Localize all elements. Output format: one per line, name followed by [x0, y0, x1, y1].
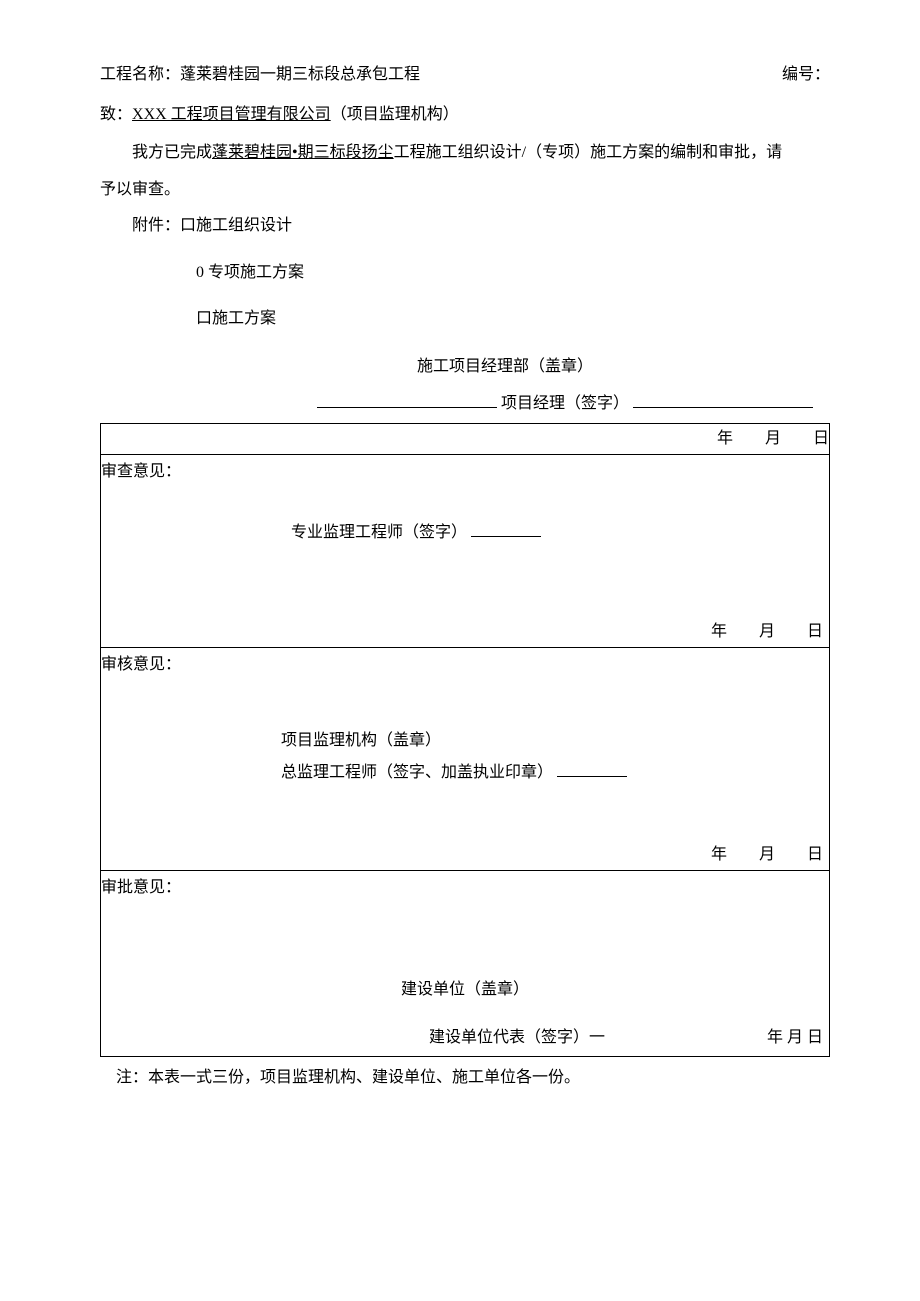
section-2: 审核意见： 项目监理机构（盖章） 总监理工程师（签字、加盖执业印章） 年 月 日 [101, 648, 830, 871]
year-label-2: 年 [711, 840, 727, 870]
section-2-block: 项目监理机构（盖章） 总监理工程师（签字、加盖执业印章） [281, 725, 829, 789]
date-row-1: 年 月 日 [101, 617, 829, 647]
serial-number: 编号： [782, 60, 830, 90]
contractor-sign-line: 项目经理（签字） [200, 389, 920, 419]
year-label-1: 年 [711, 617, 727, 647]
section-3-last-row: 建设单位代表（签字）一 年 月 日 [101, 1023, 829, 1055]
body-line-2: 予以审查。 [100, 175, 830, 205]
day-label-1: 日 [807, 617, 823, 647]
year-label: 年 [717, 424, 733, 454]
section-1-sign-label: 专业监理工程师（签字） [291, 524, 467, 541]
month-label-2: 月 [759, 840, 775, 870]
year-label-3: 年 [767, 1029, 783, 1046]
section-3-seal: 建设单位（盖章） [101, 974, 829, 1006]
project-name-label: 工程名称： [100, 66, 180, 83]
sign-blank-right [633, 407, 813, 408]
month-label-1: 月 [759, 617, 775, 647]
section-2-sign-blank [557, 776, 627, 777]
attach-label: 附件： [132, 217, 180, 234]
section-1-sign-blank [471, 536, 541, 537]
date-row-3: 年 月 日 [767, 1023, 823, 1053]
section-2-sign-label: 总监理工程师（签字、加盖执业印章） [281, 764, 553, 781]
addressee-prefix: 致： [100, 106, 132, 123]
addressee-company: XXX 工程项目管理有限公司 [132, 106, 331, 123]
addressee-line: 致：XXX 工程项目管理有限公司（项目监理机构） [100, 100, 830, 130]
section-2-sign: 总监理工程师（签字、加盖执业印章） [281, 757, 829, 789]
header-row: 工程名称：蓬莱碧桂园一期三标段总承包工程 编号： [100, 60, 830, 90]
day-label: 日 [813, 424, 829, 454]
document-page: 工程名称：蓬莱碧桂园一期三标段总承包工程 编号： 致：XXX 工程项目管理有限公… [0, 0, 920, 1133]
section-2-seal: 项目监理机构（盖章） [281, 725, 829, 757]
project-name-value: 蓬莱碧桂园一期三标段总承包工程 [180, 66, 420, 83]
section-1-title: 审查意见： [101, 457, 829, 487]
date-row-0: 年 月 日 [101, 424, 830, 455]
month-label: 月 [765, 424, 781, 454]
body-1b: 工程施工组织设计/（专项）施工方案的编制和审批，请 [394, 144, 782, 161]
section-1: 审查意见： 专业监理工程师（签字） 年 月 日 [101, 455, 830, 648]
section-1-sign: 专业监理工程师（签字） [291, 518, 829, 548]
sign-blank-left [317, 407, 497, 408]
body-1u: 蓬莱碧桂园•期三标段扬尘 [212, 144, 394, 161]
addressee-suffix: （项目监理机构） [331, 106, 459, 123]
attachment-line-2: 0 专项施工方案 [100, 258, 830, 288]
attachment-line-1: 附件：口施工组织设计 [100, 211, 830, 241]
contractor-seal: 施工项目经理部（盖章） [140, 352, 870, 382]
day-label-3: 日 [807, 1029, 823, 1046]
month-label-3: 月 [787, 1029, 803, 1046]
section-3: 审批意见： 建设单位（盖章） 建设单位代表（签字）一 年 月 日 [101, 871, 830, 1056]
serial-label: 编号： [782, 66, 830, 83]
section-3-title: 审批意见： [101, 873, 829, 903]
body-line-1: 我方已完成蓬莱碧桂园•期三标段扬尘工程施工组织设计/（专项）施工方案的编制和审批… [100, 137, 830, 169]
section-2-title: 审核意见： [101, 650, 829, 680]
contractor-sign-label: 项目经理（签字） [501, 395, 629, 412]
body-1a: 我方已完成 [132, 144, 212, 161]
section-3-sign: 建设单位代表（签字）一 [107, 1023, 767, 1053]
review-table: 年 月 日 审查意见： 专业监理工程师（签字） 年 月 日 [100, 423, 830, 1056]
attachment-line-3: 口施工方案 [100, 304, 830, 334]
attach-opt1: 口施工组织设计 [180, 217, 292, 234]
date-row-2: 年 月 日 [101, 840, 829, 870]
day-label-2: 日 [807, 840, 823, 870]
footnote: 注：本表一式三份，项目监理机构、建设单位、施工单位各一份。 [116, 1063, 830, 1093]
project-name: 工程名称：蓬莱碧桂园一期三标段总承包工程 [100, 60, 420, 90]
